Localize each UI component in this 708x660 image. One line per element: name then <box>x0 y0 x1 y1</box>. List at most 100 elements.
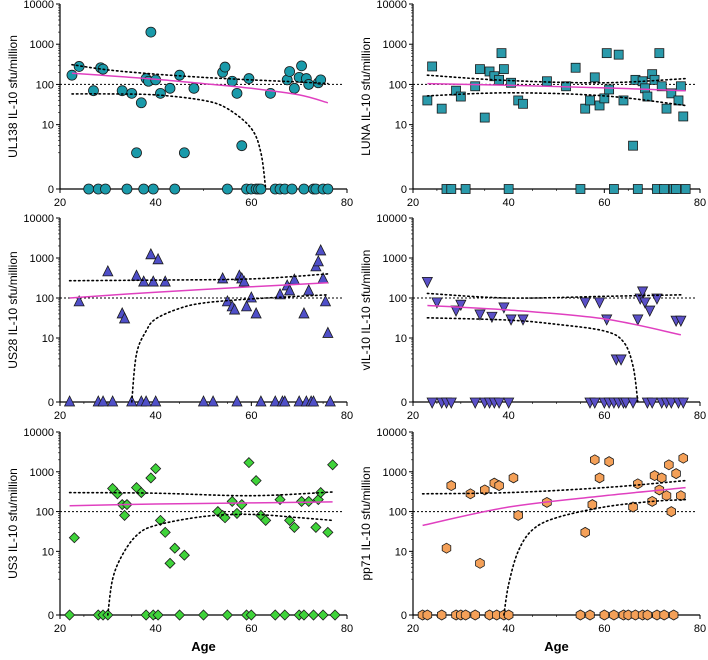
data-point <box>221 609 233 621</box>
data-point <box>236 498 248 511</box>
x-tick-label: 20 <box>54 197 66 209</box>
data-point <box>599 609 610 621</box>
data-point <box>238 275 250 287</box>
data-point <box>680 184 691 194</box>
data-point <box>640 83 650 94</box>
data-point <box>250 307 262 319</box>
data-point <box>470 81 481 92</box>
data-point <box>654 48 665 59</box>
data-point <box>436 103 447 114</box>
y-tick-label: 10 <box>42 333 54 345</box>
y-tick-label: 1000 <box>383 39 407 51</box>
data-point <box>469 397 481 409</box>
data-point <box>222 183 233 195</box>
y-axis-label: US28 IL-10 sfu/million <box>6 251 20 368</box>
data-point <box>664 459 674 471</box>
data-point <box>274 287 286 300</box>
data-point <box>164 82 176 94</box>
data-point <box>589 397 601 409</box>
data-point <box>236 140 248 152</box>
data-point <box>427 61 438 72</box>
data-point <box>446 184 457 194</box>
data-point <box>580 526 590 538</box>
ci-lower-line <box>426 317 639 403</box>
y-tick-label: 0 <box>401 397 407 409</box>
ci-lower-line <box>503 498 687 616</box>
data-point <box>628 140 638 151</box>
data-point <box>231 87 243 99</box>
y-tick-label: 10 <box>395 333 407 345</box>
x-tick-label: 40 <box>150 410 162 422</box>
data-point <box>106 395 119 407</box>
data-point <box>327 459 339 471</box>
ci-lower-line <box>131 294 329 403</box>
data-point <box>298 183 310 195</box>
data-point <box>656 81 667 92</box>
panel-2: 0 10 100 1000 10000 20 40 60 80 LUNA IL-10 sfu/mi… <box>359 0 706 209</box>
data-point <box>216 272 229 284</box>
data-point <box>269 609 281 621</box>
data-point <box>159 526 171 538</box>
data-point <box>307 609 320 621</box>
y-tick-label: 10000 <box>23 213 54 225</box>
data-point <box>494 480 504 492</box>
data-point <box>675 81 686 92</box>
data-point <box>284 66 296 77</box>
data-point <box>657 472 667 484</box>
data-point <box>585 609 595 621</box>
data-point <box>496 48 507 59</box>
data-point <box>147 275 159 287</box>
data-point <box>303 495 315 507</box>
data-point <box>636 286 649 298</box>
y-tick-label: 100 <box>36 79 54 91</box>
data-point <box>498 302 510 314</box>
data-point <box>613 49 624 60</box>
data-point <box>312 254 324 267</box>
data-point <box>436 609 447 621</box>
y-tick-label: 1000 <box>383 253 407 265</box>
data-point <box>604 456 614 468</box>
data-point <box>465 488 476 500</box>
data-point <box>307 395 320 407</box>
data-point <box>651 293 663 305</box>
data-point <box>632 184 643 194</box>
data-point <box>169 183 181 195</box>
data-point <box>73 294 85 307</box>
data-point <box>665 397 677 409</box>
data-point <box>589 72 600 83</box>
data-point <box>676 490 686 502</box>
x-tick-label: 80 <box>341 197 353 209</box>
data-point <box>594 472 605 484</box>
data-point <box>64 609 76 621</box>
x-tick-label: 60 <box>598 623 610 635</box>
data-point <box>441 542 452 554</box>
y-tick-label: 10 <box>395 120 407 132</box>
ci-lower-line <box>107 513 334 616</box>
data-point <box>671 468 681 480</box>
y-tick-label: 0 <box>48 397 54 409</box>
data-point <box>152 609 164 621</box>
data-point <box>178 147 190 159</box>
y-tick-label: 0 <box>401 610 407 622</box>
data-point <box>303 284 315 296</box>
data-point <box>219 61 231 73</box>
data-point <box>288 82 300 94</box>
data-point <box>315 74 327 86</box>
data-point <box>228 303 241 315</box>
data-point <box>493 397 505 409</box>
data-point <box>475 64 485 75</box>
data-point <box>517 314 529 326</box>
data-point <box>303 79 315 90</box>
data-point <box>498 64 509 75</box>
data-point <box>178 549 190 561</box>
panel-6: 0 10 100 1000 10000 20 40 60 80 pp71 IL-10 sfu/mi… <box>359 427 706 654</box>
x-tick-label: 60 <box>245 410 257 422</box>
data-point <box>286 183 298 195</box>
data-point <box>329 609 341 621</box>
data-point <box>174 609 186 621</box>
y-tick-label: 10 <box>42 546 54 558</box>
panel-1: 0 10 100 1000 10000 20 40 60 80 UL138 IL-10 sfu/m… <box>6 0 353 209</box>
data-point <box>324 395 336 407</box>
y-tick-label: 10000 <box>23 0 54 11</box>
data-point <box>154 514 167 526</box>
